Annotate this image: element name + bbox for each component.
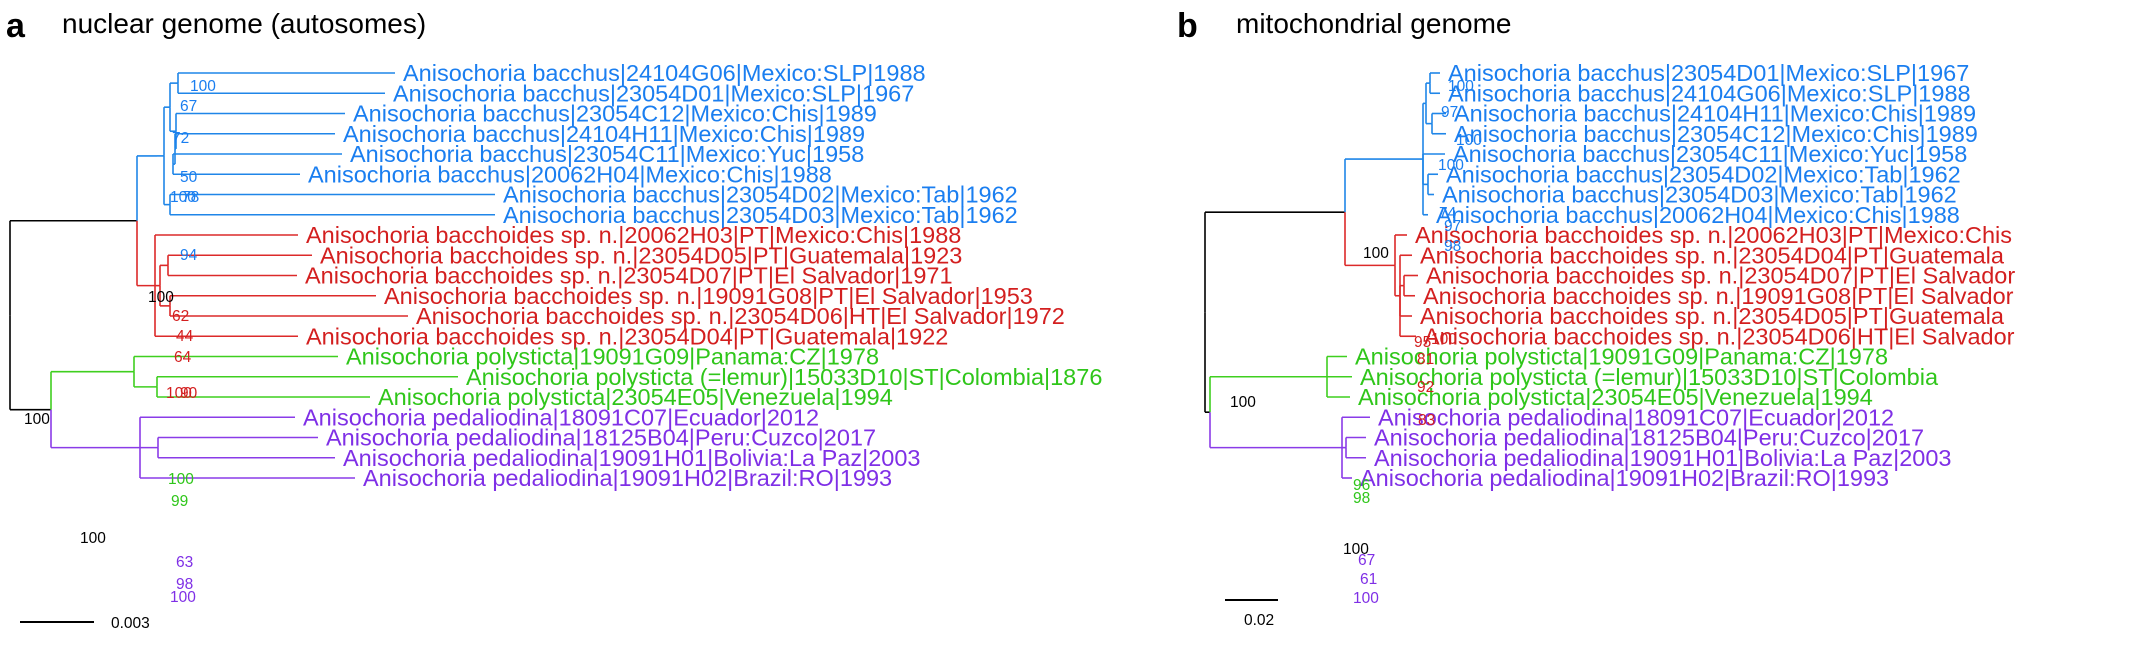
taxon-label: Anisochoria polysticta|23054E05|Venezuel… [378,384,893,410]
support-value: 92 [1417,379,1434,396]
support-value: 100 [1363,245,1389,262]
support-value: 83 [1418,412,1435,429]
taxon-label: Anisochoria pedaliodina|18091C07|Ecuador… [303,404,819,430]
taxon-label: Anisochoria bacchoides sp. n.|23054D04|P… [1420,242,2005,268]
taxon-label: Anisochoria bacchus|23054C12|Mexico:Chis… [353,101,877,127]
taxon-label: Anisochoria bacchus|24104G06|Mexico:SLP|… [403,60,926,86]
support-value: 100 [1343,541,1369,558]
support-value: 78 [182,189,199,206]
taxon-label: Anisochoria bacchus|20062H04|Mexico:Chis… [1436,202,1960,228]
support-value: 50 [180,169,198,186]
support-value: 97 [1441,104,1458,121]
tree-mitochondrial: Anisochoria bacchus|23054D01|Mexico:SLP|… [1204,60,2015,607]
taxon-label: Anisochoria pedaliodina|18091C07|Ecuador… [1378,404,1894,430]
support-value: 98 [176,576,193,593]
panel-b-title: mitochondrial genome [1236,8,1512,39]
taxon-label: Anisochoria bacchoides sp. n.|23054D05|P… [320,242,962,268]
taxon-label: Anisochoria bacchus|24104H11|Mexico:Chis… [343,121,865,147]
support-value: 100 [1431,331,1457,348]
support-value: 100 [1438,157,1464,174]
support-value: 100 [1353,590,1379,607]
taxon-label: Anisochoria bacchoides sp. n.|20062H03|P… [306,222,961,248]
support-value: 81 [1417,351,1434,368]
support-value: 95 [1414,334,1431,351]
panel-b-letter: b [1177,7,1198,45]
support-value: 100 [170,189,196,206]
taxon-label: Anisochoria bacchus|23054D02|Mexico:Tab|… [503,182,1018,208]
support-value: 100 [1448,78,1474,95]
taxon-label: Anisochoria pedaliodina|18125B04|Peru:Cu… [326,425,876,451]
support-value: 94 [180,247,198,264]
taxon-label: Anisochoria bacchoides sp. n.|23054D04|P… [306,323,948,349]
support-value: 63 [176,554,193,571]
taxon-label: Anisochoria polysticta|19091G09|Panama:C… [1355,344,1888,370]
support-value: 74 [1439,205,1457,222]
taxon-label: Anisochoria bacchoides sp. n.|19091G08|P… [384,283,1033,309]
taxon-label: Anisochoria bacchus|23054D03|Mexico:Tab|… [503,202,1018,228]
taxon-label: Anisochoria bacchus|23054C11|Mexico:Yuc|… [1453,141,1967,167]
taxon-label: Anisochoria bacchoides sp. n.|23054D06|H… [1424,323,2015,349]
taxon-label: Anisochoria polysticta (=lemur)|15033D10… [1360,364,1939,390]
scale-bar-a-label: 0.003 [111,615,150,632]
support-value: 100 [166,385,192,402]
support-value: 100 [170,589,196,606]
taxon-label: Anisochoria pedaliodina|19091H01|Bolivia… [1374,445,1952,471]
support-value: 67 [1358,552,1375,569]
taxon-label: Anisochoria polysticta|23054E05|Venezuel… [1358,384,1873,410]
taxon-label: Anisochoria polysticta (=lemur)|15033D10… [466,364,1102,390]
support-value: 61 [1360,571,1377,588]
support-value: 98 [1444,238,1461,255]
support-value: 62 [172,308,189,325]
taxon-label: Anisochoria pedaliodina|18125B04|Peru:Cu… [1374,425,1924,451]
taxon-label: Anisochoria bacchus|20062H04|Mexico:Chis… [308,161,832,187]
taxon-label: Anisochoria bacchoides sp. n.|23054D05|P… [1420,303,2005,329]
taxon-label: Anisochoria bacchus|23054D02|Mexico:Tab|… [1446,161,1961,187]
support-value: 99 [171,493,188,510]
panel-a-letter: a [6,7,26,45]
support-value: 100 [1456,132,1482,149]
support-value: 64 [174,349,192,366]
taxon-label: Anisochoria bacchoides sp. n.|23054D07|P… [1426,263,2015,289]
taxon-label: Anisochoria polysticta|19091G09|Panama:C… [346,344,879,370]
taxon-label: Anisochoria bacchus|23054C11|Mexico:Yuc|… [350,141,864,167]
taxon-label: Anisochoria bacchoides sp. n.|23054D07|P… [305,263,953,289]
taxon-label: Anisochoria bacchus|23054C12|Mexico:Chis… [1454,121,1978,147]
panel-a-title: nuclear genome (autosomes) [62,8,426,39]
taxon-label: Anisochoria bacchus|23054D01|Mexico:SLP|… [1448,60,1969,86]
support-value: 100 [148,289,174,306]
support-value: 98 [1353,490,1370,507]
support-value: 100 [24,411,50,428]
support-value: 67 [180,98,197,115]
support-value: 96 [1353,477,1370,494]
support-value: 90 [180,385,198,402]
taxon-label: Anisochoria bacchoides sp. n.|20062H03|P… [1415,222,2012,248]
taxon-label: Anisochoria bacchus|23054D01|Mexico:SLP|… [393,80,914,106]
taxon-label: Anisochoria bacchus|23054D03|Mexico:Tab|… [1442,182,1957,208]
taxon-label: Anisochoria pedaliodina|19091H01|Bolivia… [343,445,921,471]
taxon-label: Anisochoria pedaliodina|19091H02|Brazil:… [363,465,892,491]
scale-bar-b-label: 0.02 [1244,612,1274,629]
support-value: 44 [176,328,194,345]
support-value: 100 [168,471,194,488]
taxon-label: Anisochoria pedaliodina|19091H02|Brazil:… [1360,465,1889,491]
taxon-label: Anisochoria bacchoides sp. n.|19091G08|P… [1423,283,2014,309]
support-value: 100 [80,530,106,547]
support-value: 72 [172,130,189,147]
tree-nuclear: Anisochoria bacchus|24104G06|Mexico:SLP|… [9,60,1102,606]
taxon-label: Anisochoria bacchus|24104H11|Mexico:Chis… [1454,101,1976,127]
support-value: 100 [190,78,216,95]
taxon-label: Anisochoria bacchus|24104G06|Mexico:SLP|… [1448,80,1971,106]
support-value: 97 [1444,218,1461,235]
support-value: 100 [1230,394,1256,411]
taxon-label: Anisochoria bacchoides sp. n.|23054D06|H… [416,303,1065,329]
